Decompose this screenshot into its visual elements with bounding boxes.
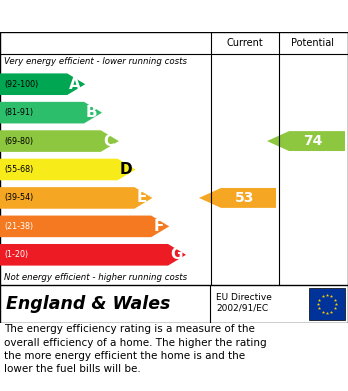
Text: Energy Efficiency Rating: Energy Efficiency Rating <box>7 9 228 23</box>
Text: 53: 53 <box>235 191 254 205</box>
Text: (69-80): (69-80) <box>4 136 33 145</box>
Text: F: F <box>153 219 164 234</box>
Text: Very energy efficient - lower running costs: Very energy efficient - lower running co… <box>4 57 187 66</box>
Polygon shape <box>0 244 186 265</box>
Polygon shape <box>0 159 136 180</box>
Polygon shape <box>0 130 119 152</box>
Text: 74: 74 <box>303 134 323 148</box>
Polygon shape <box>0 187 152 209</box>
Polygon shape <box>267 131 345 151</box>
Text: Not energy efficient - higher running costs: Not energy efficient - higher running co… <box>4 273 187 282</box>
Text: (39-54): (39-54) <box>4 194 33 203</box>
Text: (21-38): (21-38) <box>4 222 33 231</box>
Text: E: E <box>136 190 147 205</box>
Text: The energy efficiency rating is a measure of the
overall efficiency of a home. T: The energy efficiency rating is a measur… <box>4 325 267 374</box>
Text: (81-91): (81-91) <box>4 108 33 117</box>
Text: Current: Current <box>226 38 263 48</box>
Bar <box>309 288 345 320</box>
Text: (92-100): (92-100) <box>4 80 38 89</box>
Text: C: C <box>103 134 114 149</box>
Text: A: A <box>69 77 81 92</box>
Polygon shape <box>199 188 276 208</box>
Polygon shape <box>0 74 85 95</box>
Text: D: D <box>120 162 132 177</box>
Text: (55-68): (55-68) <box>4 165 33 174</box>
Text: EU Directive
2002/91/EC: EU Directive 2002/91/EC <box>216 293 272 313</box>
Polygon shape <box>0 102 102 124</box>
Polygon shape <box>0 215 169 237</box>
Text: Potential: Potential <box>292 38 334 48</box>
Text: England & Wales: England & Wales <box>6 295 171 313</box>
Text: G: G <box>170 247 182 262</box>
Text: (1-20): (1-20) <box>4 250 28 259</box>
Text: B: B <box>86 105 98 120</box>
